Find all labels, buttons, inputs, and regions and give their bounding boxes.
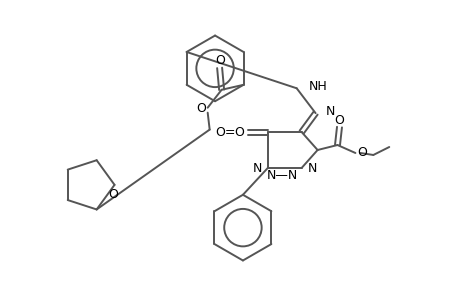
Text: O=: O=: [215, 126, 235, 139]
Text: O: O: [357, 146, 367, 160]
Text: O: O: [234, 126, 243, 139]
Text: N: N: [325, 105, 334, 118]
Text: N: N: [252, 162, 261, 176]
Text: N—N: N—N: [267, 169, 298, 182]
Text: NH: NH: [308, 80, 327, 93]
Text: N: N: [307, 162, 316, 176]
Text: O: O: [215, 54, 225, 68]
Ellipse shape: [224, 209, 261, 246]
Text: O: O: [108, 188, 118, 201]
Text: O: O: [334, 114, 344, 127]
Text: O: O: [196, 102, 205, 115]
Ellipse shape: [196, 50, 233, 87]
